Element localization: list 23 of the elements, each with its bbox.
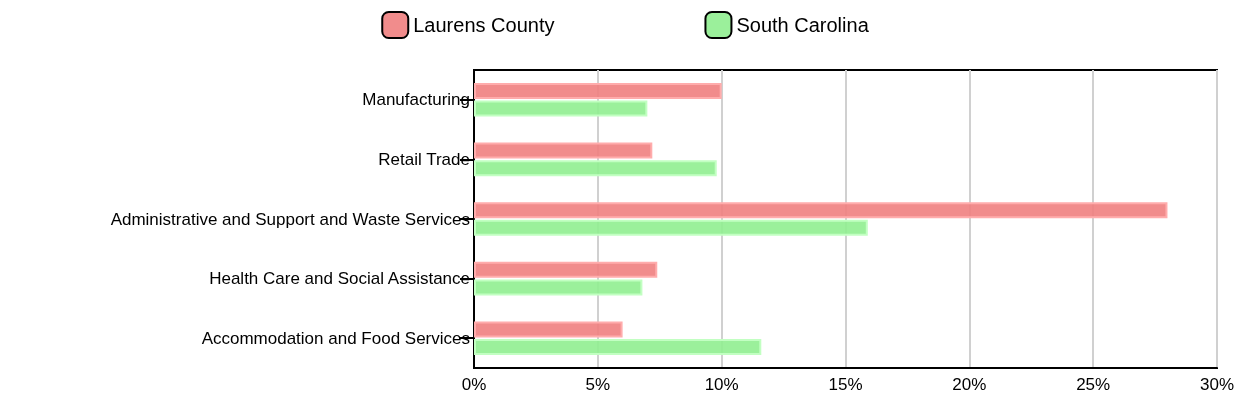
x-tick-label: 30% bbox=[1199, 375, 1235, 394]
x-tick-label: 20% bbox=[952, 375, 987, 394]
bar bbox=[474, 321, 623, 338]
x-tick-label: 0% bbox=[461, 375, 487, 394]
bar bbox=[474, 261, 658, 278]
bar bbox=[474, 160, 717, 177]
bar bbox=[474, 219, 868, 236]
legend-label: Laurens County bbox=[413, 14, 555, 36]
legend-label: South Carolina bbox=[736, 14, 870, 36]
x-tick-label: 15% bbox=[828, 375, 863, 394]
y-tick-label: Administrative and Support and Waste Services bbox=[110, 209, 470, 229]
bar bbox=[474, 142, 653, 159]
bar bbox=[474, 83, 722, 99]
y-tick-label: Health Care and Social Assistance bbox=[209, 269, 470, 289]
bar bbox=[474, 100, 648, 117]
y-tick-label: Accommodation and Food Services bbox=[201, 328, 470, 348]
bar bbox=[474, 279, 643, 296]
bar bbox=[474, 202, 1168, 219]
bar bbox=[474, 339, 762, 355]
x-tick-label: 25% bbox=[1076, 375, 1111, 394]
x-tick-label: 5% bbox=[585, 375, 611, 394]
y-tick-label: Manufacturing bbox=[362, 90, 470, 110]
x-tick-label: 10% bbox=[704, 375, 739, 394]
